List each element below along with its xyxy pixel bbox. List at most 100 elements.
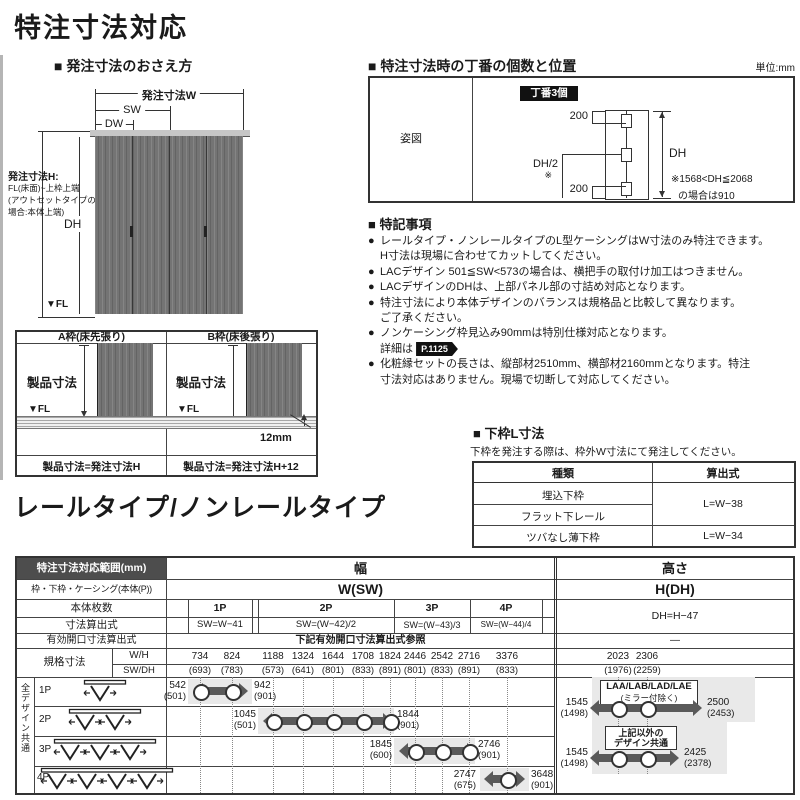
range-arrow-right [239, 683, 248, 699]
line [17, 599, 793, 600]
note-item: ● LACデザインのDHは、上部パネル部の寸詰め対応となります。 [368, 280, 798, 295]
line [34, 677, 35, 793]
h-label-title: 発注寸法H: [8, 172, 59, 183]
frame-detail-box: A枠(床先張り) B枠(床後張り) 製品寸法 ▼FL 製品寸法 ▼FL 12mm… [15, 330, 318, 477]
range-max-1p: 942 (901) [254, 680, 288, 702]
std-w: 1644 [321, 651, 345, 662]
panel-divider [206, 136, 207, 314]
guide-line [363, 677, 364, 793]
product-dim-b: 製品寸法 [176, 376, 227, 390]
wh-sub-label: W/H [129, 650, 149, 661]
std-w: 1188 [262, 651, 284, 662]
line [17, 633, 793, 634]
max-value: 1844 [397, 709, 420, 720]
dim-line [233, 345, 234, 424]
folding-door-diagram-4p [40, 767, 174, 790]
design-codes-note: (ミラー付除く) [620, 692, 678, 703]
order-section-heading: ■ 発注寸法のおさえ方 [54, 58, 193, 74]
line [112, 664, 793, 665]
guide-line [507, 677, 508, 793]
size-point [266, 714, 283, 731]
size-point [383, 714, 400, 731]
height-header: 高さ [661, 561, 688, 576]
panel-4p: 4P [499, 602, 513, 614]
line [17, 455, 316, 456]
guide-line [303, 677, 304, 793]
range-arrow-left [399, 743, 408, 759]
line [188, 599, 189, 633]
range-arrow-left [590, 750, 599, 766]
bullet-icon: ● [368, 235, 375, 247]
std-sw: (833) [430, 665, 454, 676]
note-line: 寸法対応はありません。現場で切断して対応してください。 [380, 373, 676, 386]
dim-dh-half-mark: ※ [544, 170, 552, 180]
lower-frame-caption: 下枠を発注する際は、枠外W寸法にて発注してください。 [470, 446, 742, 458]
dim-top-200: 200 [569, 110, 588, 122]
opening-none-cell: ― [670, 635, 680, 646]
notes-heading: ■ 特記事項 [368, 217, 432, 232]
std-sw: (783) [220, 665, 244, 676]
line [470, 599, 471, 633]
std-w: 2542 [430, 651, 454, 662]
std-row-label: 規格寸法 [43, 656, 86, 668]
dim-line [662, 112, 663, 197]
hinge-section-heading: ■ 特注寸法時の丁番の個数と位置 [368, 58, 577, 74]
guide-line [333, 677, 334, 793]
row-type: 埋込下枠 [542, 490, 584, 502]
max-sub: (901) [397, 720, 420, 731]
bullet-icon: ● [368, 327, 375, 340]
note-item: ● ノンケーシング枠見込み90mmは特別仕様対応となります。 詳細は P.1125 [368, 326, 798, 357]
height-min-1: 1545 (1498) [558, 697, 588, 719]
fl-marker-b: ▼FL [177, 404, 200, 415]
page-title: 特注寸法対応 [14, 13, 188, 43]
guide-line [618, 677, 619, 774]
row-label-3p: 3P [39, 744, 52, 755]
line [166, 558, 167, 793]
std-dh: (1976) [604, 665, 632, 676]
dim-line [592, 123, 626, 124]
min-value: 542 [169, 680, 186, 691]
swdh-sub-label: SW/DH [123, 665, 155, 676]
row-label-4p: 4P [37, 772, 50, 783]
unit-label: 単位:mm [755, 63, 795, 74]
guide-line [415, 677, 416, 793]
wsw-cell: W(SW) [337, 581, 384, 597]
floor-hatch [17, 416, 316, 429]
dim-line [592, 186, 593, 198]
dim-line [562, 154, 622, 155]
arrow-down-icon [659, 191, 665, 197]
min-sub: (675) [453, 780, 476, 791]
row-type: ツバなし薄下枠 [526, 532, 600, 544]
max-value: 2746 [478, 739, 501, 750]
note-line: 化粧縁セットの長さは、縦部材2510mm、横部材2160mmとなります。特注 [380, 358, 751, 371]
std-sw: (833) [351, 665, 375, 676]
door-panels [95, 136, 243, 314]
note-line: LACデザイン 501≦SW<573の場合は、横把手の取付け加工はつきません。 [380, 265, 750, 278]
door-handle [204, 226, 207, 237]
height-bar2-label: 上記以外の デザイン共通 [605, 726, 677, 750]
max-sub: (2453) [707, 708, 735, 719]
dim-ext [243, 89, 244, 131]
guide-line [232, 677, 233, 793]
range-arrow-left [484, 771, 493, 787]
range-min-1p: 542 (501) [160, 680, 186, 702]
dim-label-sw: SW [119, 104, 145, 116]
bullet-icon: ● [368, 358, 375, 371]
min-value: 2747 [453, 769, 476, 780]
height-bar1-label: LAA/LAB/LAD/LAE (ミラー付除く) [600, 680, 698, 705]
line [34, 736, 555, 737]
range-max-2p: 1844 (901) [397, 709, 431, 731]
dim-tick [653, 111, 671, 112]
dim-line-h [42, 131, 43, 317]
hinge-note-1: ※1568<DH≦2068 [671, 174, 753, 185]
arrow-down-icon [81, 411, 87, 417]
max-sub: (2378) [684, 758, 712, 769]
size-point [296, 714, 313, 731]
range-min-3p: 1845 (600) [358, 739, 392, 761]
size-point [611, 701, 628, 718]
std-sw: (891) [378, 665, 402, 676]
dim-label-w: 発注寸法W [137, 87, 201, 103]
gap-guide [304, 416, 305, 426]
col-header-type: 種類 [552, 468, 574, 480]
line [554, 558, 557, 793]
